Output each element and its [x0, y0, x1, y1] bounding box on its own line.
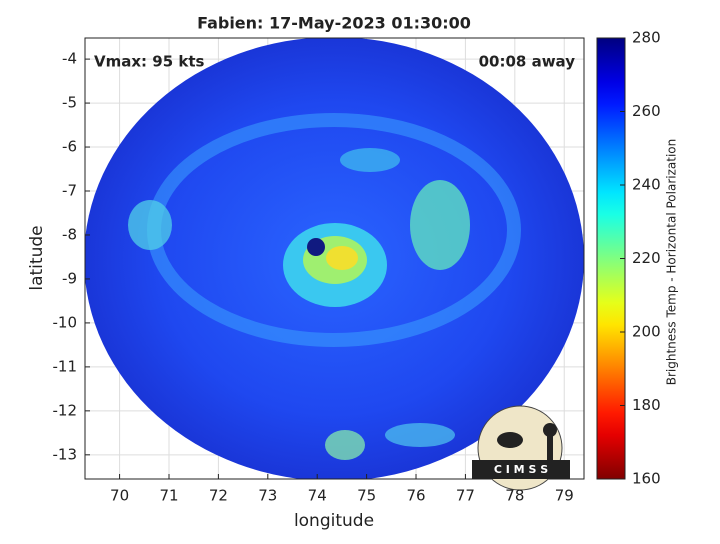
y-tick-label: -12 — [53, 401, 78, 419]
x-tick-label: 76 — [406, 487, 425, 505]
logo-text: C I M S S — [494, 463, 548, 476]
x-tick-label: 74 — [308, 487, 327, 505]
y-tick-label: -5 — [62, 94, 77, 112]
x-tick-label: 78 — [505, 487, 524, 505]
colorbar-tick-label: 160 — [632, 470, 661, 488]
colorbar-tick-label: 220 — [632, 249, 661, 267]
x-tick-label: 79 — [555, 487, 574, 505]
colorbar-tick-label: 280 — [632, 29, 661, 47]
colorbar-tick-label: 240 — [632, 176, 661, 194]
colorbar-label: Brightness Temp - Horizontal Polarizatio… — [665, 139, 679, 386]
y-tick-label: -6 — [62, 138, 77, 156]
x-tick-label: 77 — [456, 487, 475, 505]
y-tick-label: -9 — [62, 269, 77, 287]
x-tick-label: 75 — [357, 487, 376, 505]
x-tick-label: 70 — [110, 487, 129, 505]
colorbar-tick-label: 200 — [632, 323, 661, 341]
axes-frame — [84, 37, 585, 480]
y-tick-label: -10 — [53, 313, 78, 331]
y-tick-label: -11 — [53, 357, 78, 375]
logo: C I M S S — [472, 405, 570, 491]
chart-title: Fabien: 17-May-2023 01:30:00 — [197, 14, 471, 33]
annotation: 00:08 away — [479, 53, 576, 71]
satellite-image — [85, 38, 584, 479]
y-tick-label: -7 — [62, 182, 77, 200]
y-tick-label: -4 — [62, 50, 77, 68]
y-tick-label: -13 — [53, 445, 78, 463]
colorbar-tick-label: 260 — [632, 102, 661, 120]
x-tick-label: 71 — [159, 487, 178, 505]
x-axis-label: longitude — [294, 511, 374, 531]
colorbar-tick-label: 180 — [632, 396, 661, 414]
y-axis-label: latitude — [27, 225, 47, 290]
annotation: Vmax: 95 kts — [94, 53, 204, 71]
x-tick-label: 72 — [209, 487, 228, 505]
x-tick-label: 73 — [258, 487, 277, 505]
y-tick-label: -8 — [62, 225, 77, 243]
